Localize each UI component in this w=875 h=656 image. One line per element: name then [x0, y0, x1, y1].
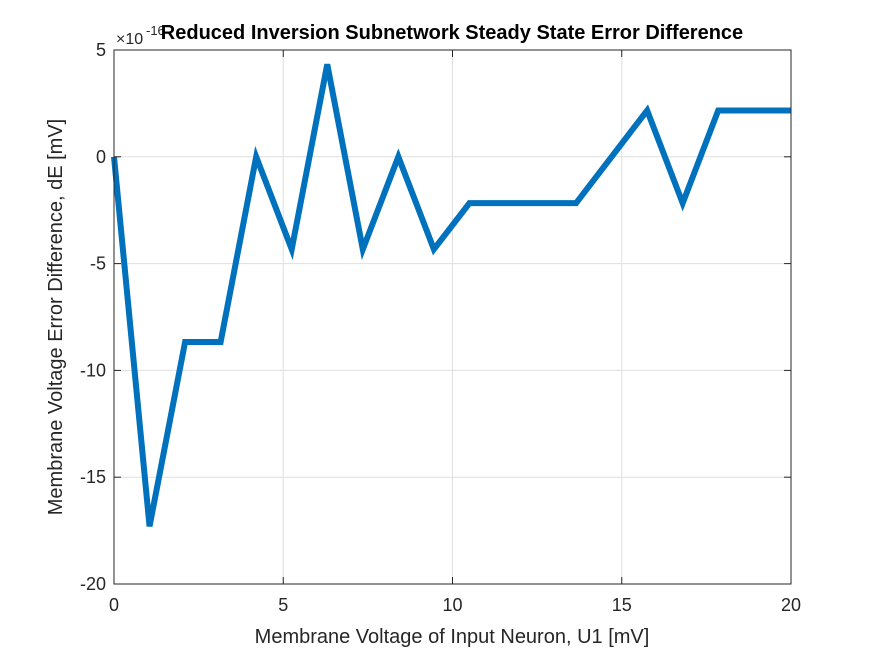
chart-title: Reduced Inversion Subnetwork Steady Stat…	[161, 22, 743, 44]
x-axis-label: Membrane Voltage of Input Neuron, U1 [mV…	[255, 626, 650, 648]
x-tick-label: 0	[109, 595, 119, 615]
y-tick-label: -10	[80, 360, 106, 380]
series-layer	[111, 63, 791, 527]
y-tick-label: -20	[80, 574, 106, 594]
x-tick-label: 5	[278, 595, 288, 615]
y-tick-label: 0	[96, 147, 106, 167]
y-tick-label: -5	[90, 254, 106, 274]
y-axis-ticks: -20 -15 -10 -5 0 5	[80, 40, 791, 594]
x-tick-label: 15	[612, 595, 632, 615]
y-tick-label: -15	[80, 467, 106, 487]
y-tick-label: 5	[96, 40, 106, 60]
x-tick-label: 20	[781, 595, 801, 615]
series-line	[111, 63, 791, 527]
y-axis-exponent-power: -16	[146, 23, 165, 38]
x-axis-ticks: 0 5 10 15 20	[109, 50, 801, 615]
y-axis-label: Membrane Voltage Error Difference, dE [m…	[45, 119, 67, 515]
x-tick-label: 10	[442, 595, 462, 615]
y-axis-exponent-base: ×10	[116, 31, 143, 48]
